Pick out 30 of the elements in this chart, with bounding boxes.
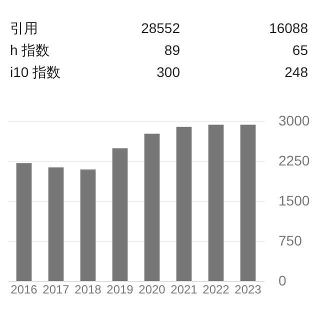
data-label: 300	[156, 64, 180, 80]
bar	[48, 167, 64, 281]
y-tick-label: 3000	[278, 112, 310, 128]
bar	[144, 134, 160, 281]
category-label: h 指数	[10, 42, 50, 58]
y-tick-label: 750	[278, 232, 302, 248]
y-tick-label: 0	[278, 272, 286, 288]
x-tick-label: 2021	[170, 282, 198, 296]
x-tick-label: 2020	[138, 282, 166, 296]
data-label: 89	[164, 42, 180, 58]
data-label: 248	[284, 64, 308, 80]
bar	[80, 170, 96, 281]
bar	[16, 163, 32, 281]
x-tick-label: 2016	[10, 282, 38, 296]
bar	[208, 124, 224, 281]
x-tick-label: 2023	[234, 282, 262, 296]
y-tick-label: 2250	[278, 152, 310, 168]
bar	[176, 126, 192, 281]
x-tick-label: 2017	[42, 282, 70, 296]
bar	[240, 124, 256, 281]
x-tick-label: 2019	[106, 282, 134, 296]
data-label: 65	[292, 42, 308, 58]
category-label: i10 指数	[10, 64, 61, 80]
y-tick-label: 1500	[278, 192, 310, 208]
bar	[112, 148, 128, 281]
category-label: 引用	[10, 20, 38, 36]
data-label: 28552	[141, 20, 180, 36]
x-tick-label: 2022	[202, 282, 230, 296]
x-tick-label: 2018	[74, 282, 102, 296]
data-label: 16088	[269, 20, 308, 36]
